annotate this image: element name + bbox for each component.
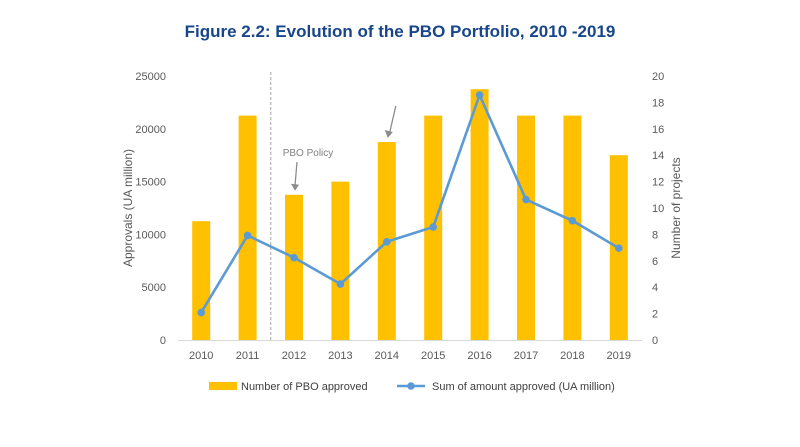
line-series (197, 91, 623, 317)
y-right-tick-label: 14 (652, 150, 664, 162)
line-point-2011 (243, 231, 252, 240)
y-left-tick-label: 20000 (135, 124, 166, 136)
y-left-tick-label: 15000 (135, 177, 166, 189)
policy-marker: PBO Policy (270, 72, 397, 340)
chart-title: Figure 2.2: Evolution of the PBO Portfol… (185, 22, 616, 41)
legend-line-marker (407, 382, 415, 390)
x-tick-label: 2014 (375, 350, 399, 362)
bar-2016 (470, 89, 489, 340)
y-left-tick-label: 10000 (135, 229, 166, 241)
x-tick-label: 2010 (189, 350, 213, 362)
line-point-2019 (615, 244, 623, 252)
x-tick-label: 2018 (560, 350, 584, 362)
x-tick-label: 2015 (421, 350, 445, 362)
annotation-arrowhead (384, 130, 393, 138)
x-tick-label: 2011 (236, 350, 260, 362)
y-left-tick-label: 5000 (142, 282, 166, 294)
x-tick-label: 2016 (467, 350, 491, 362)
y-right-tick-label: 0 (652, 335, 658, 347)
y-axis-right-label: Number of projects (669, 157, 683, 258)
legend-bar-swatch (209, 382, 237, 390)
bar-2018 (563, 115, 582, 340)
annotation-arrow (389, 105, 397, 133)
line-point-2014 (383, 237, 391, 246)
bar-2012 (285, 194, 303, 340)
y-right-tick-label: 12 (652, 177, 664, 189)
x-tick-label: 2017 (514, 350, 538, 362)
y-right-tick-label: 16 (652, 124, 664, 136)
line-point-2013 (336, 280, 345, 288)
bar-2011 (238, 115, 257, 340)
y-left-tick-label: 0 (160, 335, 166, 347)
line-point-2015 (429, 223, 438, 231)
x-tick-label: 2019 (607, 350, 631, 362)
y-right-tick-label: 10 (652, 203, 664, 215)
annotation-arrow (294, 161, 298, 186)
line-point-2017 (522, 195, 530, 204)
y-right-tick-label: 2 (652, 309, 658, 321)
line-path (200, 93, 620, 314)
bar-2010 (192, 221, 211, 340)
line-point-2018 (568, 216, 577, 225)
line-point-2016 (475, 91, 484, 99)
x-tick-label: 2012 (282, 350, 306, 362)
y-left-tick-label: 25000 (135, 71, 166, 83)
legend-line-label: Sum of amount approved (UA million) (432, 381, 615, 393)
y-right-tick-label: 6 (652, 256, 658, 268)
legend: Number of PBO approved Sum of amount appr… (209, 381, 615, 393)
x-tick-label: 2013 (328, 350, 352, 362)
axes: 0 5000 10000 15000 20000 25000 0 2 4 6 8 10 12 14 16 18… (135, 71, 664, 362)
annotation-arrowhead (291, 183, 299, 191)
y-axis-left-label: Approvals (UA million) (121, 149, 135, 267)
policy-annotation: PBO Policy (283, 148, 334, 159)
line-point-2012 (290, 253, 298, 262)
y-right-tick-label: 18 (652, 97, 664, 109)
line-point-2010 (197, 308, 205, 317)
y-right-tick-label: 8 (652, 229, 658, 241)
bar-series (192, 89, 628, 340)
y-right-tick-label: 4 (652, 282, 658, 294)
bar-2017 (517, 115, 535, 340)
bar-2013 (331, 181, 350, 340)
legend-bar-label: Number of PBO approved (241, 381, 368, 393)
y-right-tick-label: 20 (652, 71, 664, 83)
